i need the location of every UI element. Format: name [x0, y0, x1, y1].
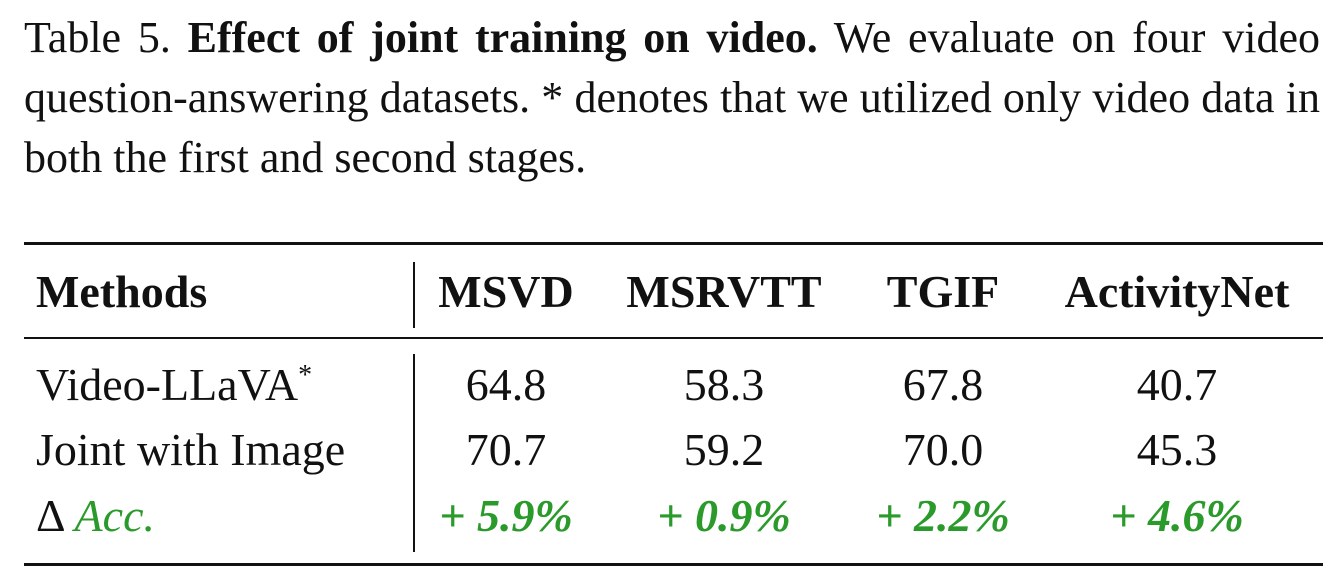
column-separator-header — [413, 262, 415, 328]
row-video-llava-activitynet: 40.7 — [1136, 359, 1218, 410]
row-video-llava-method: Video-LLaVA* — [36, 355, 312, 415]
caption-title: Effect of joint training on video. — [187, 13, 818, 62]
row-joint-tgif: 70.0 — [902, 424, 984, 475]
header-activitynet: ActivityNet — [1064, 266, 1290, 317]
table-header-rule — [24, 337, 1323, 339]
row-delta-msrvtt: + 0.9% — [657, 490, 791, 541]
caption-text: We evaluate on four video question-answe… — [24, 13, 1320, 182]
header-msvd: MSVD — [438, 266, 574, 317]
row-delta-method: Δ Acc. — [36, 486, 155, 546]
table-caption: Table 5. Effect of joint training on vid… — [24, 8, 1320, 188]
delta-symbol: Δ — [36, 490, 64, 541]
column-separator-body — [413, 354, 415, 552]
header-msrvtt: MSRVTT — [626, 266, 822, 317]
row-delta-tgif: + 2.2% — [876, 490, 1010, 541]
header-methods: Methods — [36, 266, 208, 317]
table-top-rule — [24, 242, 1323, 245]
row-video-llava-tgif: 67.8 — [902, 359, 984, 410]
acc-label: Acc. — [74, 490, 155, 541]
row-delta-activitynet: + 4.6% — [1110, 490, 1244, 541]
asterisk-marker: * — [298, 360, 313, 391]
row-delta-msvd: + 5.9% — [439, 490, 573, 541]
row-video-llava-msvd: 64.8 — [465, 359, 547, 410]
caption-label: Table 5. — [24, 13, 171, 62]
row-video-llava-msrvtt: 58.3 — [683, 359, 765, 410]
row-joint-method: Joint with Image — [36, 424, 346, 475]
header-tgif: TGIF — [886, 266, 1000, 317]
row-joint-msrvtt: 59.2 — [683, 424, 765, 475]
method-name: Video-LLaVA — [36, 359, 299, 410]
table-bottom-rule — [24, 563, 1323, 566]
row-joint-msvd: 70.7 — [465, 424, 547, 475]
row-joint-activitynet: 45.3 — [1136, 424, 1218, 475]
